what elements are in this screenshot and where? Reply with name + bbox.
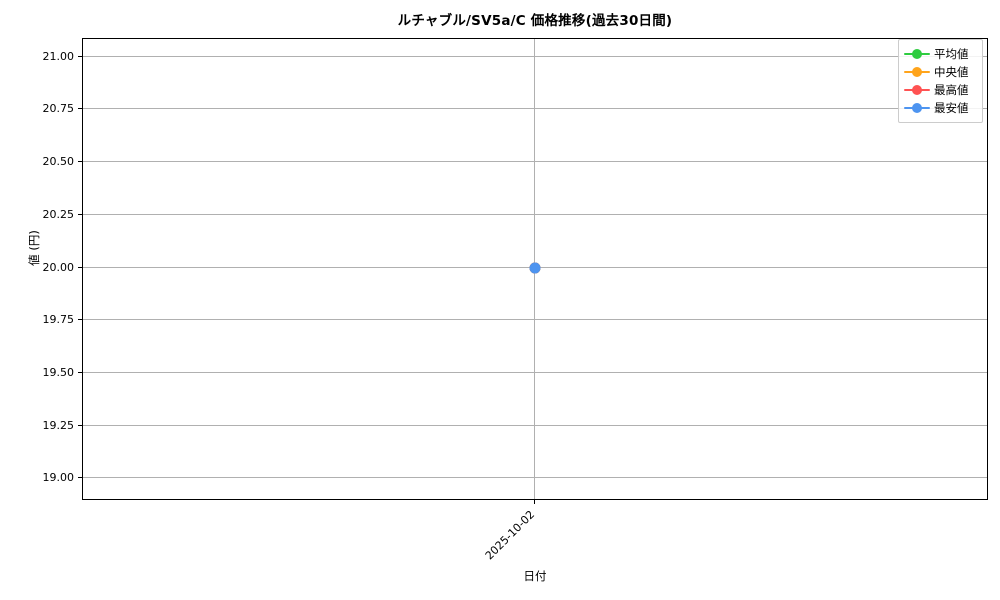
legend-item-max[interactable]: 最高値 [904, 81, 976, 99]
y-tick-label: 20.00 [42, 261, 75, 274]
legend-label: 中央値 [934, 65, 969, 79]
y-tick-mark [78, 372, 82, 373]
legend-marker-icon [904, 84, 930, 96]
legend-marker-icon [904, 102, 930, 114]
x-axis-label: 日付 [523, 569, 547, 583]
plot-area [82, 38, 988, 500]
y-tick-label: 21.00 [42, 50, 75, 63]
legend-marker-icon [904, 66, 930, 78]
y-tick-mark [78, 319, 82, 320]
gridline-horizontal [83, 161, 987, 162]
legend-label: 最安値 [934, 101, 969, 115]
y-tick-label: 19.25 [42, 419, 75, 432]
legend-item-mean[interactable]: 平均値 [904, 45, 976, 63]
y-tick-label: 20.50 [42, 155, 75, 168]
y-tick-label: 19.75 [42, 313, 75, 326]
y-tick-label: 20.75 [42, 102, 75, 115]
legend-label: 最高値 [934, 83, 969, 97]
legend-label: 平均値 [934, 47, 969, 61]
gridline-horizontal [83, 477, 987, 478]
y-tick-mark [78, 214, 82, 215]
gridline-horizontal [83, 214, 987, 215]
legend-item-min[interactable]: 最安値 [904, 99, 976, 117]
y-tick-mark [78, 267, 82, 268]
y-tick-label: 20.25 [42, 208, 75, 221]
chart-title: ルチャブル/SV5a/C 価格推移(過去30日間) [397, 13, 673, 29]
gridline-horizontal [83, 319, 987, 320]
y-axis-label: 値 (円) [27, 230, 41, 266]
chart-legend: 平均値 中央値 最高値 最安値 [898, 39, 983, 123]
gridline-horizontal [83, 108, 987, 109]
legend-marker-icon [904, 48, 930, 60]
y-tick-mark [78, 56, 82, 57]
gridline-horizontal [83, 56, 987, 57]
y-tick-mark [78, 477, 82, 478]
gridline-horizontal [83, 425, 987, 426]
y-tick-label: 19.00 [42, 471, 75, 484]
x-tick-label: 2025-10-02 [482, 508, 538, 563]
legend-item-median[interactable]: 中央値 [904, 63, 976, 81]
data-point-min[interactable] [529, 262, 541, 274]
y-tick-label: 19.50 [42, 366, 75, 379]
y-tick-mark [78, 425, 82, 426]
y-tick-mark [78, 161, 82, 162]
x-tick-mark [534, 500, 535, 504]
gridline-horizontal [83, 372, 987, 373]
y-tick-mark [78, 108, 82, 109]
